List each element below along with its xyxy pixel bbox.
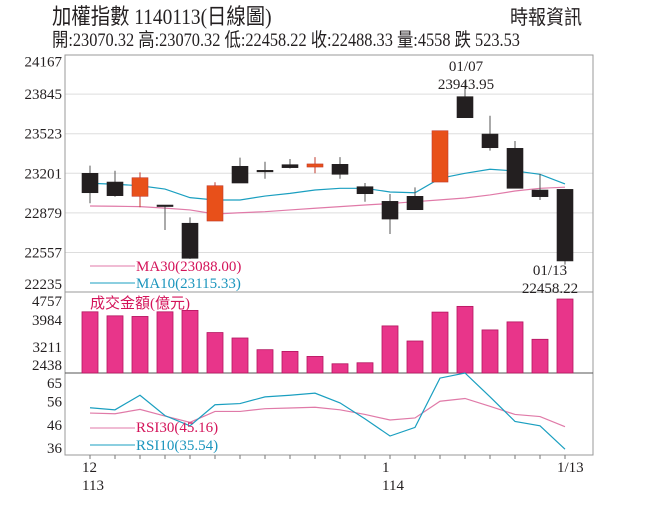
rsi-tick-label: 36 xyxy=(47,441,63,457)
volume-bar xyxy=(506,321,524,374)
volume-bar xyxy=(531,338,549,374)
volume-bar xyxy=(431,311,449,374)
x-month-label: 1 xyxy=(382,460,390,476)
volume-bar xyxy=(181,309,199,374)
rsi30-legend: RSI30(45.16) xyxy=(136,420,218,436)
x-year-label: 113 xyxy=(82,478,104,494)
volume-bar xyxy=(131,316,149,374)
rsi-tick-label: 46 xyxy=(47,418,63,434)
price-tick-label: 23523 xyxy=(25,127,63,143)
price-tick-label: 23845 xyxy=(25,87,63,103)
volume-bar xyxy=(481,329,499,374)
price-tick-label: 22879 xyxy=(25,206,63,222)
ma30-line xyxy=(89,186,566,215)
volume-bar xyxy=(281,350,299,374)
x-month-label: 12 xyxy=(82,460,97,476)
volume-bar xyxy=(106,315,124,374)
candle-body xyxy=(381,201,399,220)
ma10-legend: MA10(23115.33) xyxy=(136,276,241,292)
volume-bar xyxy=(381,325,399,374)
candle-body xyxy=(231,165,249,184)
volume-bar xyxy=(556,298,574,374)
chart-title: 加權指數 1140113(日線圖) xyxy=(52,4,272,29)
volume-bar xyxy=(456,305,474,374)
price-tick-label: 22235 xyxy=(25,277,63,293)
rsi-tick-label: 65 xyxy=(47,376,62,392)
source-label: 時報資訊 xyxy=(510,7,582,29)
volume-tick-label: 3211 xyxy=(33,340,62,356)
candle-body xyxy=(531,189,549,197)
candle-body xyxy=(281,164,299,168)
candle-body xyxy=(506,148,524,189)
low-annotation-date: 01/13 xyxy=(533,263,567,279)
rsi-tick-label: 56 xyxy=(47,395,63,411)
candle-body xyxy=(131,177,149,197)
volume-title: 成交金額(億元) xyxy=(90,294,190,312)
volume-bar xyxy=(331,363,349,374)
ohlc-stats: 開:23070.32 高:23070.32 低:22458.22 收:22488… xyxy=(52,30,520,51)
candle-body xyxy=(81,173,99,194)
candle-body xyxy=(106,181,124,196)
price-tick-label: 24167 xyxy=(25,54,63,70)
volume-bar xyxy=(231,337,249,374)
candle-body xyxy=(456,96,474,119)
x-year-label: 114 xyxy=(382,478,404,494)
ma10-line xyxy=(89,168,566,201)
candle-body xyxy=(206,185,224,222)
volume-bar xyxy=(306,356,324,374)
candle-body xyxy=(181,222,199,259)
candle-body xyxy=(431,130,449,183)
volume-bar xyxy=(206,332,224,374)
x-month-label: 1/13 xyxy=(557,460,584,476)
candle-body xyxy=(556,189,574,262)
chart-frame xyxy=(64,54,594,456)
volume-bar xyxy=(156,311,174,374)
price-tick-label: 23201 xyxy=(25,166,63,182)
volume-bar xyxy=(256,349,274,374)
candle-body xyxy=(256,170,274,173)
volume-tick-label: 3984 xyxy=(32,313,63,329)
ma30-legend: MA30(23088.00) xyxy=(136,259,241,275)
volume-bar xyxy=(356,362,374,374)
candle-body xyxy=(306,163,324,168)
high-annotation-value: 23943.95 xyxy=(438,77,494,93)
volume-tick-label: 2438 xyxy=(32,358,62,374)
candle-body xyxy=(406,196,424,211)
candle-body xyxy=(481,133,499,149)
high-annotation-date: 01/07 xyxy=(449,59,484,75)
volume-tick-label: 4757 xyxy=(32,294,63,310)
rsi10-line xyxy=(89,372,566,450)
volume-bar xyxy=(81,311,99,374)
rsi10-legend: RSI10(35.54) xyxy=(136,438,218,454)
low-annotation-value: 22458.22 xyxy=(522,281,578,297)
candle-body xyxy=(356,186,374,195)
price-tick-label: 22557 xyxy=(25,246,63,262)
volume-bar xyxy=(406,340,424,374)
candle-body xyxy=(331,164,349,175)
candle-body xyxy=(156,204,174,207)
